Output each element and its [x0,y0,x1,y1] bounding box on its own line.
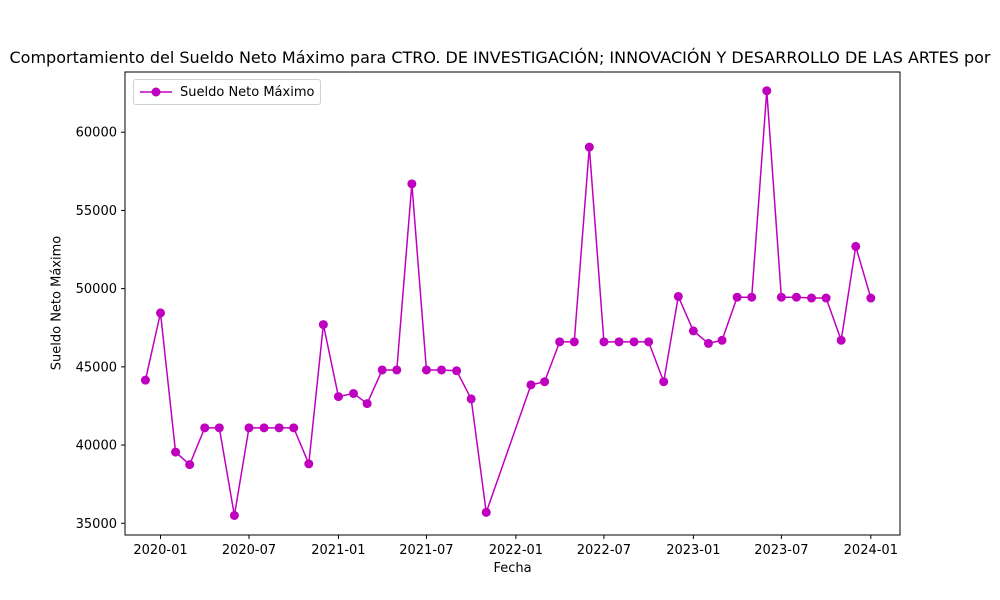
x-axis-label: Fecha [493,561,532,576]
data-point [732,292,742,302]
data-point [659,377,669,387]
x-tick-label: 2024-01 [844,543,898,558]
data-point [703,338,713,348]
data-point [452,366,462,376]
series-group [140,86,876,520]
x-tick-label: 2020-01 [133,543,187,558]
data-point [437,365,447,375]
data-point [629,337,639,347]
x-tick-label: 2023-07 [754,543,808,558]
plot-area [124,71,901,536]
data-point [377,365,387,375]
data-point [392,365,402,375]
y-tick-label: 40000 [76,439,117,454]
data-point [569,337,579,347]
data-point [688,326,698,336]
data-point [821,293,831,303]
data-point [349,388,359,398]
data-point [481,507,491,517]
data-point [214,423,224,433]
data-point [155,308,165,318]
data-point [466,394,476,404]
data-point [599,337,609,347]
data-point [540,377,550,387]
data-point [185,460,195,470]
y-tick-label: 55000 [76,204,117,219]
y-tick-label: 35000 [76,517,117,532]
data-point [362,399,372,409]
chart-title: Comportamiento del Sueldo Neto Máximo pa… [9,48,991,67]
x-tick-label: 2021-01 [311,543,365,558]
data-point [851,241,861,251]
data-point [791,292,801,302]
data-point [836,335,846,345]
data-point [333,392,343,402]
data-point [200,423,210,433]
data-point [526,380,536,390]
data-point [259,423,269,433]
data-point [244,423,254,433]
x-axis: 2020-01 2020-07 2021-01 2021-07 2022-01 2022-… [133,535,898,558]
data-point [866,293,876,303]
x-tick-label: 2022-07 [577,543,631,558]
data-point [807,293,817,303]
data-point [555,337,565,347]
data-point [407,179,417,189]
legend: Sueldo Neto Máximo [133,79,322,105]
data-point [140,375,150,385]
y-axis: 35000 40000 45000 50000 55000 60000 [76,126,125,532]
data-point [673,291,683,301]
y-tick-label: 60000 [76,126,117,141]
data-point [776,292,786,302]
data-point [274,423,284,433]
data-point [318,320,328,330]
x-tick-label: 2021-07 [399,543,453,558]
y-tick-label: 50000 [76,282,117,297]
x-tick-label: 2023-01 [666,543,720,558]
data-point [614,337,624,347]
legend-marker [140,87,172,97]
data-point [717,335,727,345]
data-point [171,447,181,457]
data-point [229,510,239,520]
legend-label: Sueldo Neto Máximo [180,84,315,100]
data-point [421,365,431,375]
data-point [289,423,299,433]
x-tick-label: 2022-01 [489,543,543,558]
x-tick-label: 2020-07 [222,543,276,558]
y-tick-label: 45000 [76,360,117,375]
data-point [304,459,314,469]
data-point [762,86,772,96]
y-axis-label: Sueldo Neto Máximo [49,235,65,371]
data-point [584,142,594,152]
data-point [747,292,757,302]
data-point [644,337,654,347]
